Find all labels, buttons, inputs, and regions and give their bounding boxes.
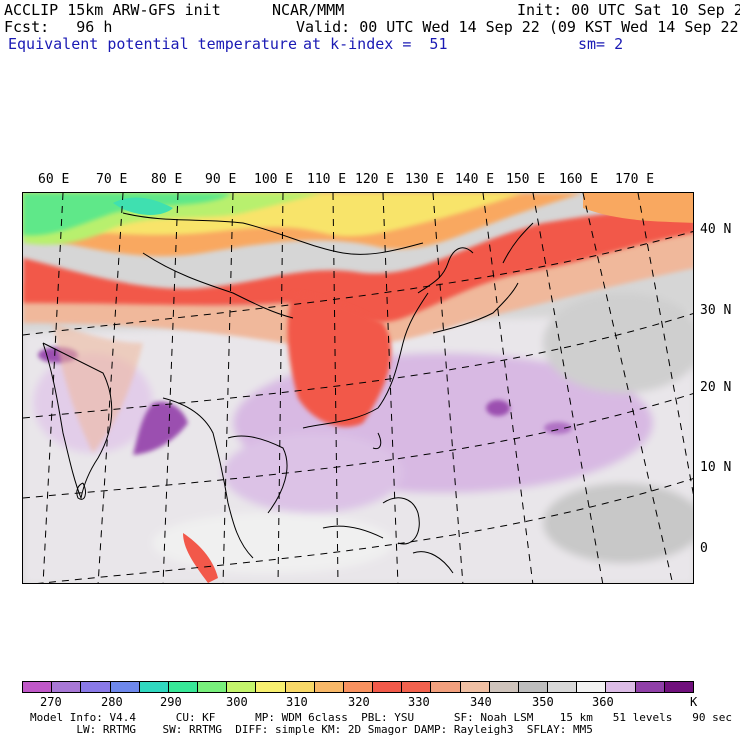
colorbar-swatch (168, 682, 199, 692)
purple-core (486, 400, 510, 416)
colorbar-tick: 290 (160, 695, 182, 709)
colorbar-swatch (198, 682, 228, 692)
lon-label: 120 E (355, 172, 395, 187)
graticule (23, 193, 693, 583)
lat-label: 40 N (700, 222, 732, 237)
level-index: at k-index = 51 (303, 35, 448, 53)
init-time: Init: 00 UTC Sat 10 Sep 22 (517, 1, 740, 19)
colorbar-tick: 300 (226, 695, 248, 709)
colorbar-tick: 360 (592, 695, 614, 709)
lon-label: 70 E (96, 172, 128, 187)
lat-label: 30 N (700, 303, 732, 318)
forecast-hour: Fcst: 96 h (4, 18, 113, 36)
colorbar-swatch (256, 682, 286, 692)
colorbar-swatch (548, 682, 578, 692)
theta-e-map (22, 192, 694, 584)
smoothing-label: sm= 2 (578, 35, 624, 53)
lon-label: 80 E (151, 172, 183, 187)
colorbar-unit: K (690, 695, 698, 709)
colorbar-swatch (227, 682, 257, 692)
lon-label: 60 E (38, 172, 70, 187)
colorbar-tick: 320 (348, 695, 370, 709)
lon-label: 130 E (405, 172, 445, 187)
lat-label: 20 N (700, 380, 732, 395)
colorbar-swatch (635, 682, 665, 692)
purple-core (133, 401, 188, 455)
gray-region (543, 293, 693, 393)
colorbar-swatch (110, 682, 140, 692)
lat-label: 10 N (700, 460, 732, 475)
colorbar-swatch (139, 682, 169, 692)
red-tongue (287, 293, 392, 427)
colorbar-swatch (52, 682, 82, 692)
colorbar-swatch (343, 682, 374, 692)
lon-label: 140 E (455, 172, 495, 187)
red-band (23, 205, 693, 323)
colorbar-swatch (81, 682, 111, 692)
colorbar-swatch (431, 682, 461, 692)
lon-label: 90 E (205, 172, 237, 187)
colorbar-swatch (285, 682, 315, 692)
lilac-region (223, 433, 403, 513)
green-region (23, 193, 233, 236)
colorbar-tick: 280 (101, 695, 123, 709)
india-region (53, 323, 143, 453)
colorbar-tick: 350 (532, 695, 554, 709)
model-info-line1: Model Info: V4.4 CU: KF MP: WDM 6class P… (30, 711, 732, 724)
lat-label: 0 (700, 541, 708, 556)
field-name: Equivalent potential temperature (8, 35, 297, 53)
colorbar (22, 681, 694, 693)
sumatra-region (183, 533, 218, 583)
colorbar-tick: 330 (408, 695, 430, 709)
lon-label: 170 E (615, 172, 655, 187)
orange-region (583, 193, 693, 223)
colorbar-swatch (606, 682, 636, 692)
white-region (153, 513, 393, 573)
colorbar-swatch (460, 682, 490, 692)
lon-label: 160 E (559, 172, 599, 187)
model-title: ACCLIP 15km ARW-GFS init (4, 1, 221, 19)
institution-label: NCAR/MMM (272, 1, 345, 19)
colorbar-swatch (23, 682, 53, 692)
purple-core (544, 422, 572, 434)
colorbar-tick: 310 (286, 695, 308, 709)
cyan-region (113, 197, 173, 215)
lon-label: 110 E (307, 172, 347, 187)
colorbar-tick: 340 (470, 695, 492, 709)
valid-time: Valid: 00 UTC Wed 14 Sep 22 (09 KST Wed … (296, 18, 740, 36)
colorbar-swatch (402, 682, 432, 692)
colorbar-swatch (577, 682, 607, 692)
map-canvas (23, 193, 693, 583)
colorbar-swatch (373, 682, 403, 692)
colorbar-swatch (314, 682, 344, 692)
colorbar-swatch (518, 682, 549, 692)
colorbar-tick: 270 (40, 695, 62, 709)
colorbar-swatch (664, 682, 693, 692)
colorbar-swatch (489, 682, 519, 692)
lon-label: 150 E (506, 172, 546, 187)
model-info-line2: LW: RRTMG SW: RRTMG DIFF: simple KM: 2D … (30, 723, 593, 736)
lon-label: 100 E (254, 172, 294, 187)
gray-region (543, 483, 693, 563)
